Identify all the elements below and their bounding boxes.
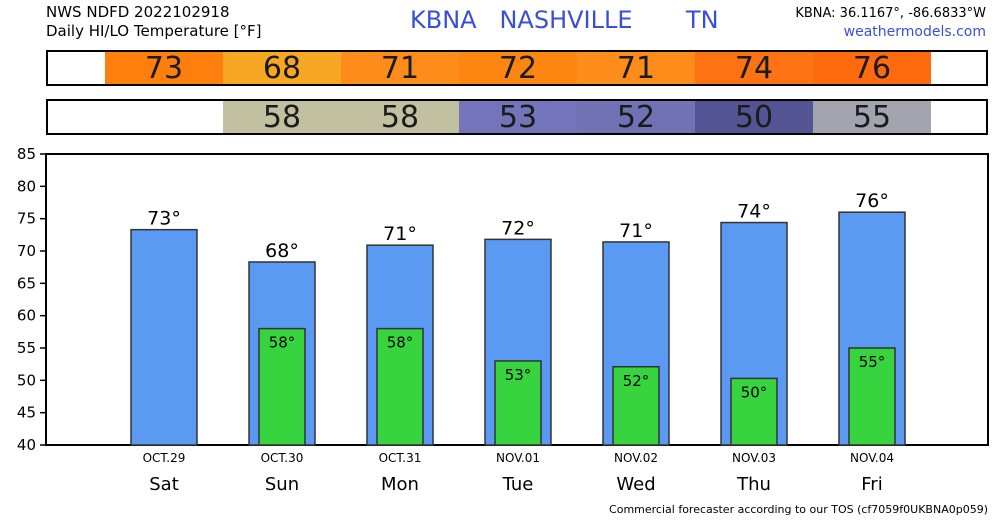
low-temperature-strip: 58 58 53 52 50 55 — [46, 99, 988, 135]
header-right: KBNA: 36.1167°, -86.6833°W weathermodels… — [795, 4, 986, 42]
low-temp-label: 58° — [269, 334, 296, 352]
y-tick-label: 65 — [17, 274, 36, 292]
day-label: Sat — [149, 474, 179, 495]
day-label: Thu — [736, 474, 771, 495]
low-temp-bar — [258, 327, 306, 446]
low-temp-label: 53° — [505, 366, 532, 384]
y-tick-label: 50 — [17, 371, 36, 389]
low-temp-cell — [105, 101, 223, 133]
high-temperature-strip: 73 68 71 72 71 74 76 — [46, 50, 988, 86]
high-temp-cell: 72 — [459, 52, 577, 86]
model-run-title: NWS NDFD 2022102918 — [46, 3, 230, 21]
low-temp-cell: 50 — [695, 101, 813, 135]
site-link[interactable]: weathermodels.com — [843, 24, 986, 40]
low-temp-label: 58° — [387, 334, 414, 352]
low-temp-bar — [494, 360, 542, 446]
day-label: Tue — [502, 474, 534, 495]
day-label: Sun — [265, 474, 299, 495]
low-temp-cell: 58 — [223, 101, 341, 135]
day-label: Fri — [861, 474, 882, 495]
date-label: OCT.29 — [143, 451, 186, 465]
date-label: NOV.01 — [496, 451, 540, 465]
temperature-chart: 40 45 50 55 60 65 70 75 80 85 73° OCT.29 Sat 68° 58° OC… — [17, 145, 989, 495]
y-tick-label: 60 — [17, 307, 36, 325]
high-temp-cell: 71 — [341, 52, 459, 86]
y-tick-label: 45 — [17, 404, 36, 422]
high-temp-label: 72° — [501, 217, 535, 239]
y-tick-label: 70 — [17, 242, 36, 260]
high-temp-cell: 74 — [695, 52, 813, 86]
low-temp-cell: 58 — [341, 101, 459, 135]
low-temp-bar — [376, 327, 424, 446]
high-temp-cell: 71 — [577, 52, 695, 86]
day-label: Mon — [381, 474, 419, 495]
low-temp-cell: 55 — [813, 101, 931, 135]
y-tick-label: 75 — [17, 210, 36, 228]
date-label: NOV.03 — [732, 451, 776, 465]
low-temp-bar — [848, 347, 896, 446]
high-temp-cell: 76 — [813, 52, 931, 86]
high-temp-bar — [130, 228, 198, 446]
date-label: OCT.31 — [379, 451, 422, 465]
high-temp-label: 73° — [147, 208, 181, 230]
date-label: NOV.02 — [614, 451, 658, 465]
high-temp-label: 71° — [383, 223, 417, 245]
high-temp-label: 71° — [619, 220, 653, 242]
high-temp-cell: 68 — [223, 52, 341, 86]
low-temp-label: 55° — [859, 353, 886, 371]
header-left: NWS NDFD 2022102918 Daily HI/LO Temperat… — [46, 3, 262, 41]
low-temp-bar — [612, 366, 660, 446]
low-temp-cell: 53 — [459, 101, 577, 135]
high-temp-cell: 73 — [105, 52, 223, 86]
low-temp-bar — [730, 377, 778, 446]
low-temp-label: 52° — [623, 372, 650, 390]
y-tick-label: 40 — [17, 436, 36, 454]
station-title: KBNA NASHVILLE TN — [410, 6, 719, 34]
low-temp-label: 50° — [741, 383, 768, 401]
high-temp-label: 74° — [737, 201, 771, 223]
footer-note: Commercial forecaster according to our T… — [609, 503, 988, 516]
y-tick-label: 80 — [17, 177, 36, 195]
high-temp-label: 68° — [265, 240, 299, 262]
date-label: NOV.04 — [850, 451, 894, 465]
station-coords: KBNA: 36.1167°, -86.6833°W — [795, 6, 986, 21]
product-title: Daily HI/LO Temperature [°F] — [46, 22, 262, 40]
high-temp-label: 76° — [855, 190, 889, 212]
low-temp-cell: 52 — [577, 101, 695, 135]
day-label: Wed — [616, 474, 655, 495]
date-label: OCT.30 — [261, 451, 304, 465]
y-tick-label: 55 — [17, 339, 36, 357]
y-tick-label: 85 — [17, 145, 36, 163]
